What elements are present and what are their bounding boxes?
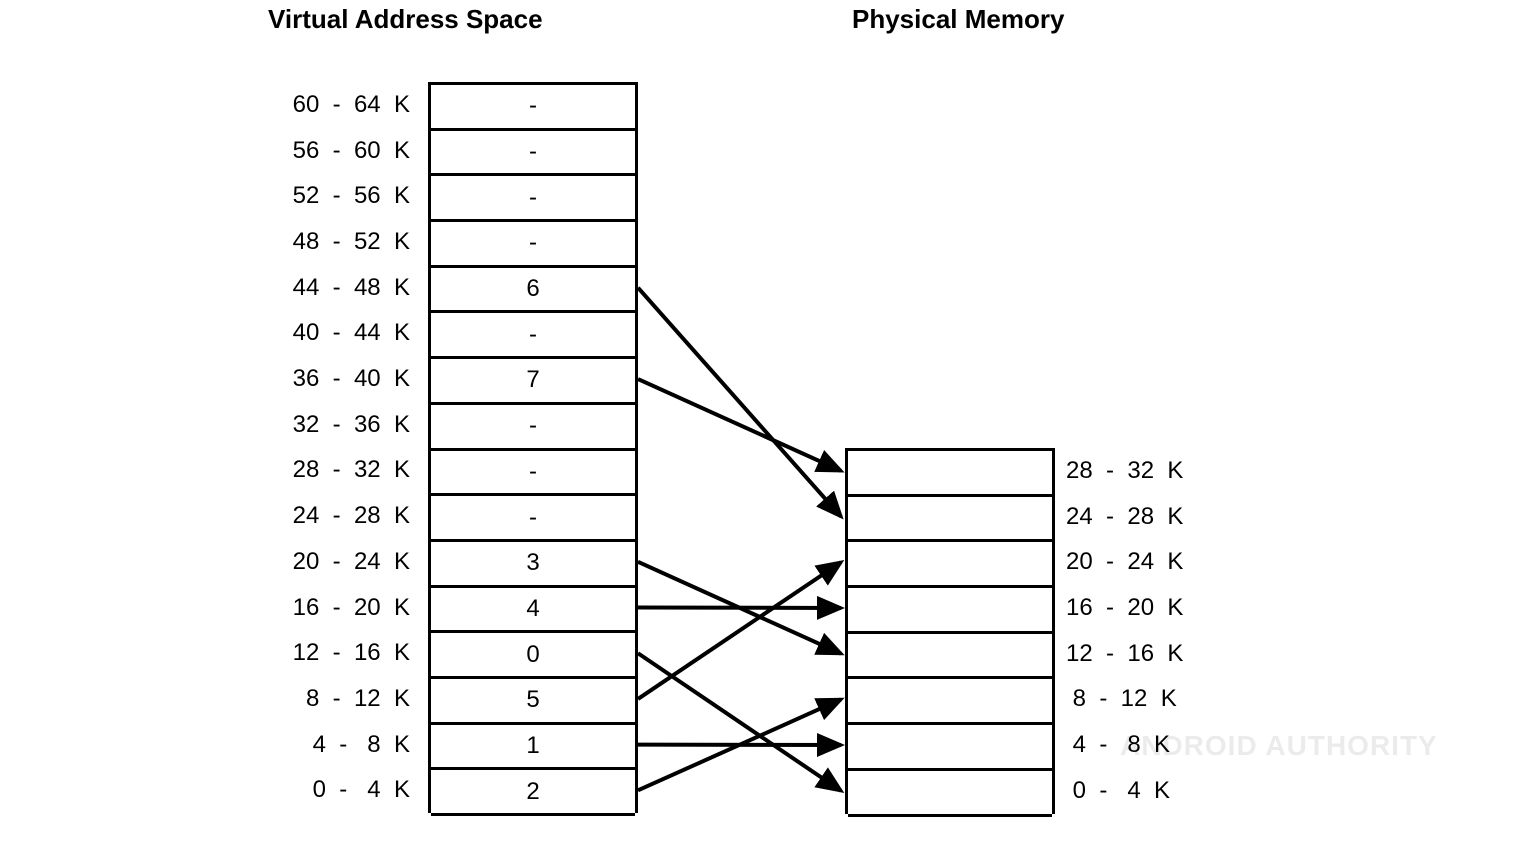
table-cell (848, 542, 1052, 588)
table-cell: 2 (431, 770, 635, 816)
range-label: 0 - 4 K (306, 776, 410, 804)
range-label: 28 - 32 K (293, 456, 410, 484)
range-label: 8 - 12 K (299, 685, 410, 713)
mapping-arrow (638, 562, 841, 699)
table-cell: 5 (431, 679, 635, 725)
virtual-column: ----6-7---340512 (428, 82, 638, 813)
range-label: 0 - 4 K (1066, 777, 1170, 805)
table-cell: 1 (431, 725, 635, 771)
range-label: 20 - 24 K (1066, 548, 1183, 576)
range-label: 16 - 20 K (293, 594, 410, 622)
range-label: 48 - 52 K (293, 228, 410, 256)
table-cell: 6 (431, 268, 635, 314)
mapping-arrow (638, 288, 841, 517)
table-cell (848, 451, 1052, 497)
range-label: 8 - 12 K (1066, 685, 1177, 713)
range-label: 12 - 16 K (1066, 640, 1183, 668)
range-label: 16 - 20 K (1066, 594, 1183, 622)
table-cell: - (431, 176, 635, 222)
diagram-stage: Virtual Address Space Physical Memory --… (0, 0, 1536, 864)
range-label: 60 - 64 K (293, 91, 410, 119)
table-cell (848, 634, 1052, 680)
table-cell: - (431, 85, 635, 131)
table-cell (848, 771, 1052, 817)
table-cell (848, 725, 1052, 771)
range-label: 32 - 36 K (293, 411, 410, 439)
table-cell: - (431, 131, 635, 177)
range-label: 36 - 40 K (293, 365, 410, 393)
range-label: 24 - 28 K (1066, 503, 1183, 531)
mapping-arrow (638, 653, 841, 791)
table-cell (848, 588, 1052, 634)
table-cell: - (431, 405, 635, 451)
range-label: 28 - 32 K (1066, 457, 1183, 485)
mapping-arrow (638, 562, 841, 654)
table-cell: - (431, 496, 635, 542)
table-cell: - (431, 451, 635, 497)
mapping-arrow (638, 699, 841, 790)
table-cell: - (431, 313, 635, 359)
table-cell (848, 497, 1052, 543)
range-label: 20 - 24 K (293, 548, 410, 576)
table-cell: - (431, 222, 635, 268)
physical-title: Physical Memory (852, 4, 1064, 35)
table-cell: 7 (431, 359, 635, 405)
table-cell: 4 (431, 588, 635, 634)
table-cell: 3 (431, 542, 635, 588)
range-label: 56 - 60 K (293, 137, 410, 165)
range-label: 52 - 56 K (293, 182, 410, 210)
virtual-title: Virtual Address Space (268, 4, 543, 35)
physical-column (845, 448, 1055, 814)
table-cell: 0 (431, 633, 635, 679)
range-label: 12 - 16 K (293, 639, 410, 667)
range-label: 4 - 8 K (306, 731, 410, 759)
table-cell (848, 679, 1052, 725)
mapping-arrow (638, 379, 841, 471)
range-label: 4 - 8 K (1066, 731, 1170, 759)
range-label: 44 - 48 K (293, 274, 410, 302)
range-label: 40 - 44 K (293, 319, 410, 347)
range-label: 24 - 28 K (293, 502, 410, 530)
